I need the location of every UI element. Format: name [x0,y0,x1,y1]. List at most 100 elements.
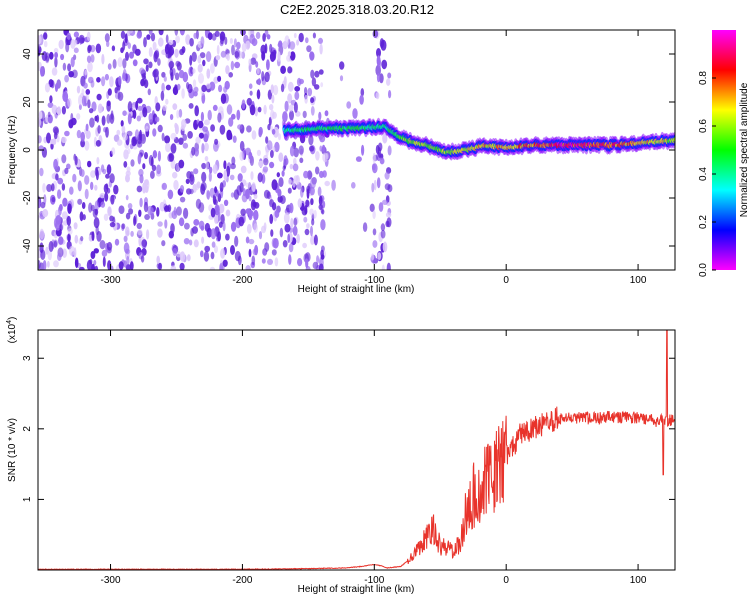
noise-cell [371,182,375,193]
noise-cell [70,113,74,122]
noise-cell [45,246,49,255]
noise-cell [200,250,204,258]
noise-cell [245,182,252,188]
noise-cell [175,164,179,170]
noise-cell [287,187,292,194]
snr-y-label: SNR (10 * v/v) [7,418,18,482]
noise-cell [302,242,307,249]
noise-cell [196,181,201,189]
noise-cell [105,173,110,179]
noise-cell [47,102,54,108]
noise-cell [310,106,315,116]
noise-cell [136,222,142,230]
noise-cell [202,126,209,132]
noise-cell [158,37,164,47]
noise-cell [317,186,322,197]
noise-cell [362,222,368,233]
noise-cell [88,76,94,84]
noise-cell [267,258,273,265]
noise-cell [162,104,168,111]
noise-cell [176,61,182,71]
noise-cell [292,163,299,172]
noise-cell [172,171,178,179]
noise-cell [149,207,155,217]
noise-cell [40,66,44,77]
noise-cell [178,217,185,227]
noise-cell [80,169,85,178]
colorbar-tick-label: 0.0 [698,263,709,277]
noise-cell [64,74,69,83]
noise-cell [168,230,174,239]
noise-cell [137,105,143,111]
noise-cell [178,108,183,118]
noise-cell [229,174,235,181]
spectrogram-heatmap [38,30,675,270]
noise-cell [287,81,294,92]
noise-cell [127,203,133,209]
noise-cell [294,91,300,100]
noise-cell [217,112,222,123]
noise-cell [320,82,324,88]
noise-cell [318,111,322,121]
noise-cell [274,141,280,153]
noise-cell [339,75,344,82]
noise-cell [130,159,135,167]
noise-cell [288,178,292,185]
noise-cell [312,32,316,39]
noise-cell [179,262,185,270]
noise-cell [184,222,190,230]
noise-cell [372,30,379,38]
noise-cell [174,72,180,81]
noise-cell [271,128,276,135]
noise-cell [39,242,44,254]
noise-cell [310,97,315,104]
colorbar-tick-label: 0.2 [698,215,709,229]
noise-cell [43,32,48,40]
noise-cell [125,212,131,220]
noise-cell [251,182,256,192]
noise-cell [51,67,58,76]
noise-cell [376,177,381,189]
noise-cell [117,57,123,68]
noise-cell [223,199,229,206]
noise-cell [252,201,257,207]
noise-cell [86,55,92,63]
noise-cell [208,166,213,174]
noise-cell [90,54,95,63]
noise-cell [66,215,72,226]
noise-cell [91,263,96,270]
noise-cell [257,78,261,86]
noise-cell [94,200,99,212]
noise-cell [152,150,158,159]
noise-cell [256,149,261,157]
noise-cell [230,221,237,232]
noise-cell [114,238,120,246]
noise-cell [109,113,115,124]
noise-cell [234,235,239,247]
noise-cell [73,39,78,46]
noise-cell [231,44,235,56]
noise-cell [249,90,253,96]
noise-cell [198,120,204,129]
noise-cell [146,34,151,40]
noise-cell [296,39,300,46]
noise-cell [127,148,131,155]
noise-cell [193,32,197,39]
noise-cell [158,30,164,36]
noise-cell [226,53,230,61]
noise-cell [245,236,250,244]
noise-cell [140,255,145,263]
noise-cell [165,34,169,44]
noise-cell [38,110,43,120]
noise-cell [144,214,151,220]
noise-cell [206,190,211,200]
figure-title: C2E2.2025.318.03.20.R12 [280,2,434,17]
noise-cell [293,101,298,113]
noise-cell [105,126,109,138]
noise-cell [283,76,287,86]
noise-cell [205,51,212,63]
noise-cell [273,84,279,96]
noise-cell [38,49,41,57]
noise-cell [314,70,320,78]
